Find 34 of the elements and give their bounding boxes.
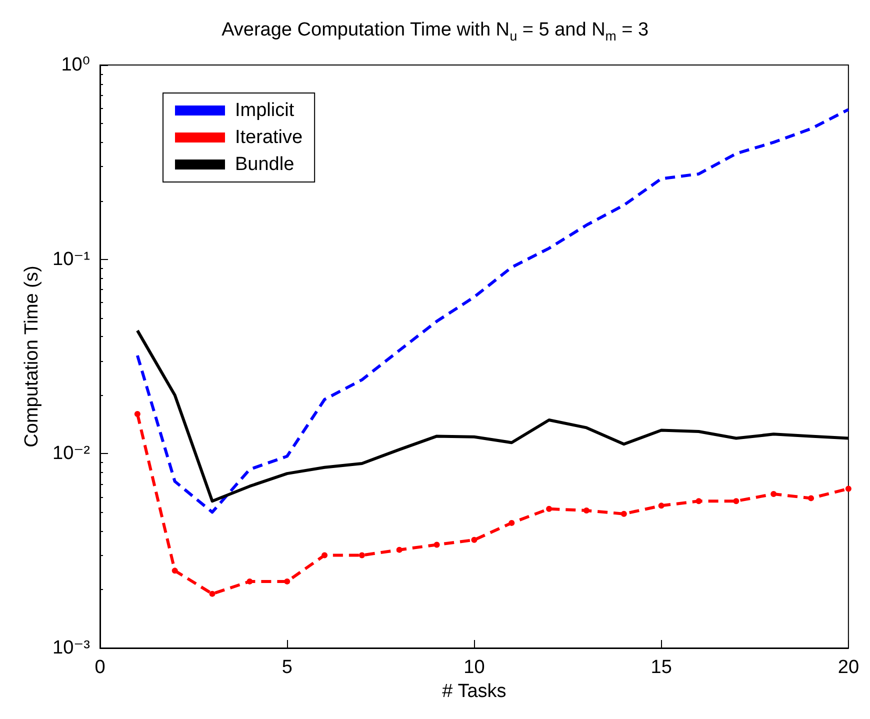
point (396, 546, 402, 553)
point (770, 491, 777, 498)
point (620, 510, 627, 517)
point (209, 590, 216, 597)
legend-label: Bundle (235, 154, 294, 175)
point (134, 411, 140, 417)
point (696, 498, 702, 504)
y-tick-label: 10⁰ (61, 54, 90, 76)
x-axis-title: # Tasks (442, 680, 506, 702)
x-tick-label: 15 (650, 657, 672, 678)
y-tick-label: 10⁻² (52, 443, 90, 464)
point (322, 552, 328, 558)
x-tick-label: 20 (838, 657, 860, 678)
point (358, 552, 365, 558)
point (546, 506, 552, 512)
legend-label: Implicit (235, 100, 295, 121)
point (471, 536, 478, 543)
point (583, 507, 590, 514)
point (658, 502, 664, 509)
point (246, 578, 253, 584)
point (172, 568, 178, 574)
x-tick-label: 10 (464, 657, 485, 678)
point (808, 495, 814, 502)
point (508, 520, 515, 526)
y-tick-label: 10⁻³ (52, 638, 90, 658)
point (434, 542, 440, 548)
y-tick-label: 10⁻¹ (52, 248, 90, 270)
x-tick-label: 5 (282, 657, 292, 678)
y-axis-title: Computation Time (s) (22, 266, 43, 448)
x-tick-label: 0 (94, 657, 106, 678)
point (733, 498, 740, 504)
legend-label: Iterative (235, 127, 303, 148)
point (284, 578, 290, 584)
point (845, 486, 852, 492)
